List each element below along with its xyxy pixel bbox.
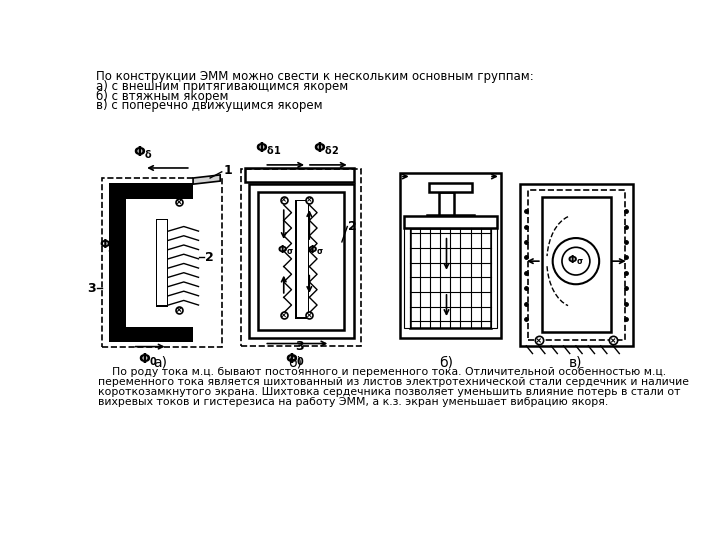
Text: $\mathbf{\Phi_\sigma}$: $\mathbf{\Phi_\sigma}$	[276, 242, 294, 256]
Text: 3: 3	[88, 281, 96, 295]
Text: 2: 2	[204, 251, 213, 264]
Bar	[245, 168, 354, 182]
Bar	[404, 217, 497, 228]
Text: в) с поперечно движущимся якорем: в) с поперечно движущимся якорем	[96, 99, 323, 112]
Text: в): в)	[570, 355, 582, 369]
Bar	[520, 184, 632, 346]
Bar	[297, 201, 307, 318]
Bar	[542, 197, 611, 332]
Text: б): б)	[439, 355, 454, 369]
Text: $\mathbf{\Phi_{\delta 2}}$: $\mathbf{\Phi_{\delta 2}}$	[313, 141, 340, 157]
Text: $\mathbf{\Phi_0}$: $\mathbf{\Phi_0}$	[138, 352, 158, 368]
Text: По конструкции ЭММ можно свести к нескольким основным группам:: По конструкции ЭММ можно свести к нескол…	[96, 70, 534, 83]
Bar	[400, 173, 500, 338]
Bar	[109, 327, 193, 342]
Bar	[410, 228, 490, 328]
Bar	[158, 220, 167, 305]
Text: $\mathbf{\Phi_\sigma}$: $\mathbf{\Phi_\sigma}$	[307, 242, 324, 256]
Polygon shape	[193, 175, 220, 184]
Bar	[427, 215, 474, 226]
Bar	[428, 183, 472, 192]
Text: короткозамкнутого экрана. Шихтовка сердечника позволяет уменьшить влияние потерь: короткозамкнутого экрана. Шихтовка серде…	[98, 387, 680, 397]
Text: 1: 1	[223, 164, 232, 177]
Bar	[295, 200, 310, 319]
Bar	[438, 192, 454, 215]
Text: $\mathbf{\Phi_0}$: $\mathbf{\Phi_0}$	[285, 351, 305, 368]
Bar	[258, 192, 344, 330]
Bar	[404, 228, 410, 328]
Bar	[127, 199, 193, 327]
Bar	[490, 228, 497, 328]
Text: 2: 2	[348, 220, 357, 233]
Bar	[249, 184, 354, 338]
Text: $\mathbf{\Phi_\sigma}$: $\mathbf{\Phi_\sigma}$	[99, 238, 118, 253]
Text: $\mathbf{\Phi_\sigma}$: $\mathbf{\Phi_\sigma}$	[567, 253, 585, 267]
Bar	[264, 198, 338, 325]
Bar	[156, 219, 168, 307]
Bar	[109, 184, 127, 342]
Text: $\mathbf{\Phi_\delta}$: $\mathbf{\Phi_\delta}$	[132, 145, 153, 161]
Text: б): б)	[289, 355, 302, 369]
Text: переменного тока является шихтованный из листов электротехнической стали сердечн: переменного тока является шихтованный из…	[98, 377, 689, 387]
Text: По роду тока м.ц. бывают постоянного и переменного тока. Отличительной особеннос: По роду тока м.ц. бывают постоянного и п…	[98, 367, 666, 376]
Text: б) с втяжным якорем: б) с втяжным якорем	[96, 90, 229, 103]
Text: $\mathbf{\Phi_{\delta 1}}$: $\mathbf{\Phi_{\delta 1}}$	[255, 141, 282, 157]
Text: а) с внешним притягивающимся якорем: а) с внешним притягивающимся якорем	[96, 80, 348, 93]
Text: 3: 3	[295, 340, 304, 354]
Bar	[109, 184, 193, 199]
Text: вихревых токов и гистерезиса на работу ЭММ, а к.з. экран уменьшает вибрацию якор: вихревых токов и гистерезиса на работу Э…	[98, 397, 608, 407]
Text: а): а)	[153, 355, 167, 369]
